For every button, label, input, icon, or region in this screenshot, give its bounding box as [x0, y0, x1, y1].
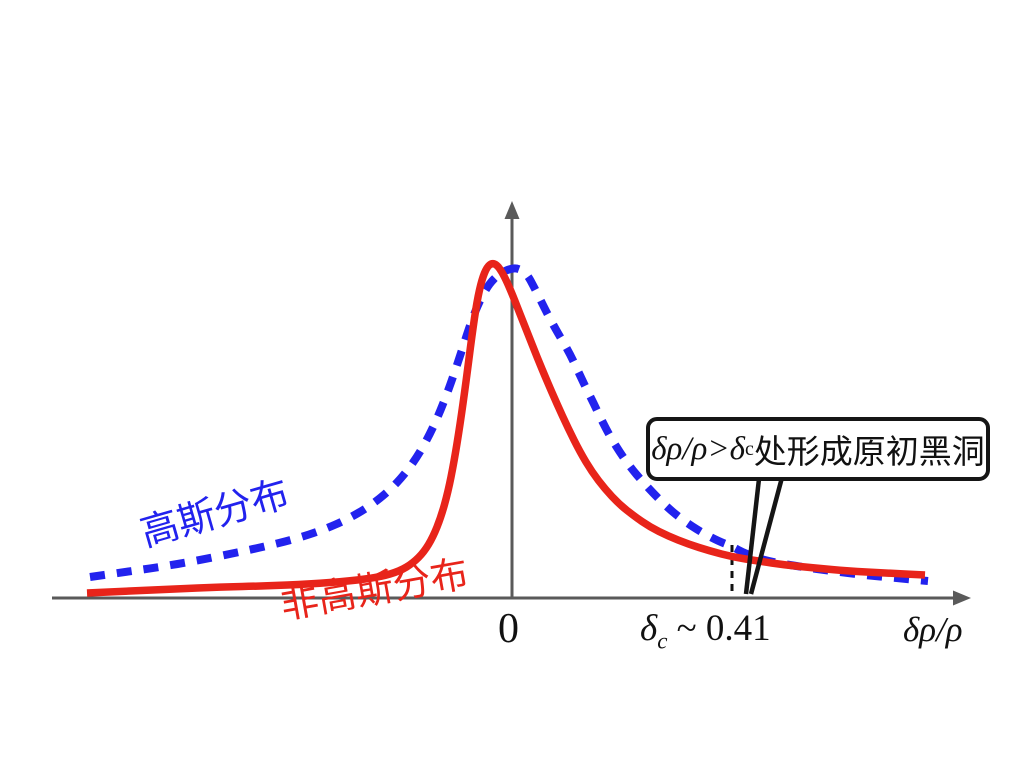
- callout-tail-left-line: [743, 469, 763, 595]
- pbh-annotation-callout: δρ/ρ>δ c 处形成原初黑洞: [646, 417, 990, 481]
- annotation-math-text: δρ/ρ>δ: [651, 430, 745, 467]
- origin-tick-label: 0: [498, 606, 519, 652]
- y-axis-arrow-icon: [504, 201, 520, 219]
- annotation-cjk-text: 处形成原初黑洞: [753, 435, 985, 471]
- curves-group: [86, 259, 929, 597]
- gaussian-curve: [89, 264, 929, 585]
- x-axis-arrow-icon: [953, 590, 971, 606]
- annotation-math-subscript: c: [745, 437, 754, 460]
- callout-tail-right-line: [748, 469, 787, 595]
- delta-symbol: δ: [640, 608, 658, 649]
- critical-value-label: δc ~ 0.41: [640, 610, 771, 653]
- critical-value-text: ~ 0.41: [667, 608, 771, 649]
- delta-subscript: c: [657, 628, 668, 654]
- x-axis-title: δρ/ρ: [903, 610, 963, 649]
- callout-tail: [743, 469, 787, 595]
- non-gaussian-curve: [86, 259, 926, 597]
